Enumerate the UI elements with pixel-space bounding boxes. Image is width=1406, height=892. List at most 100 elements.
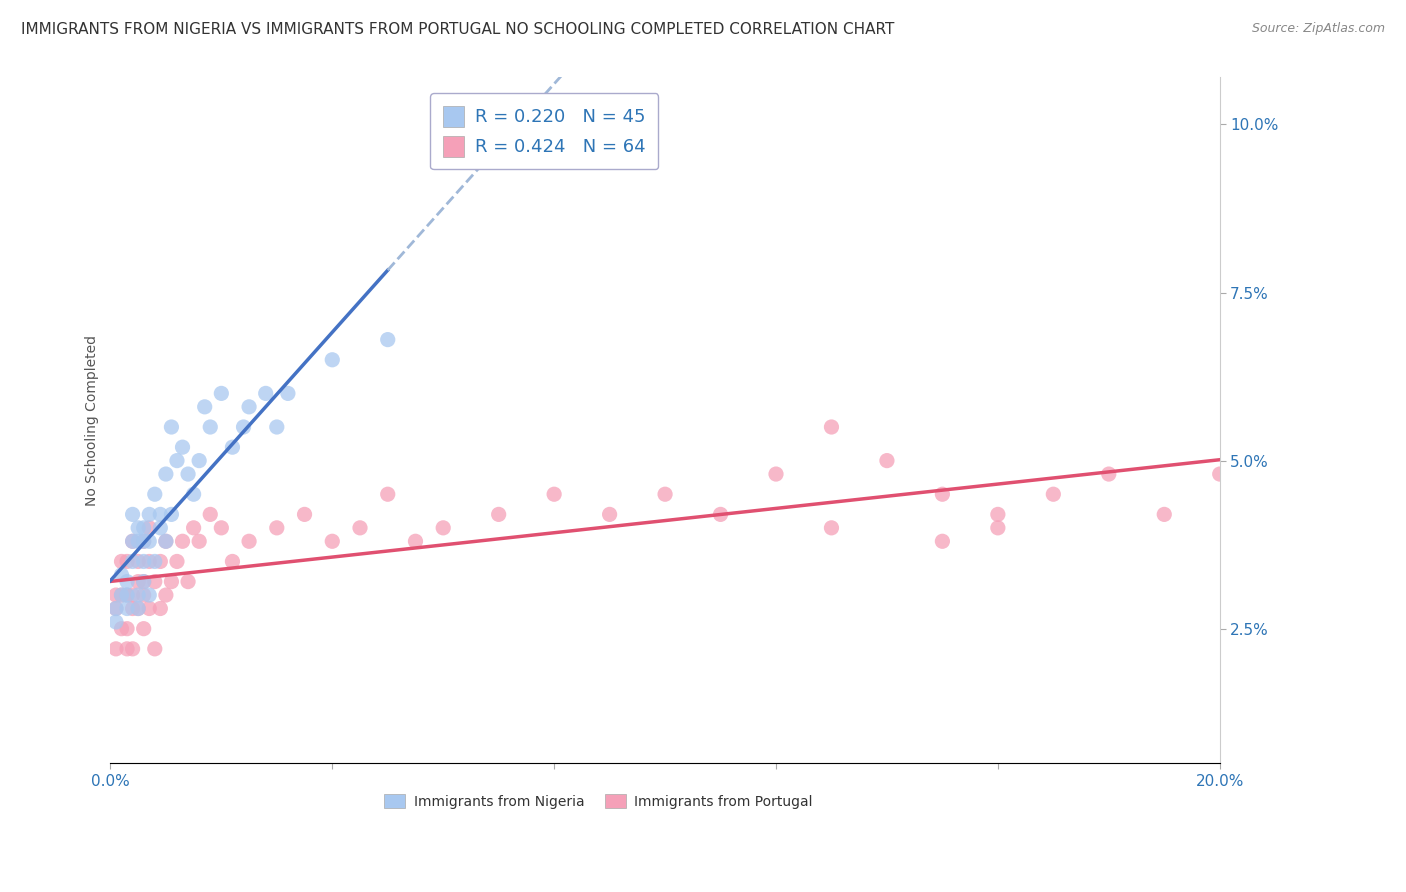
Point [121,588,143,602]
Point [277,386,299,401]
Point [110,588,132,602]
Point [132,554,155,568]
Y-axis label: No Schooling Completed: No Schooling Completed [86,334,100,506]
Point [294,508,316,522]
Point [160,420,183,434]
Point [200,420,222,434]
Point [194,400,217,414]
Point [127,588,149,602]
Point [543,487,565,501]
Point [110,568,132,582]
Point [143,641,166,656]
Point [432,521,454,535]
Point [132,574,155,589]
Point [127,521,149,535]
Point [1153,508,1175,522]
Point [121,554,143,568]
Point [115,601,138,615]
Point [132,521,155,535]
Point [987,521,1010,535]
Point [121,508,143,522]
Point [110,622,132,636]
Point [266,420,288,434]
Point [143,554,166,568]
Point [488,508,510,522]
Point [160,574,183,589]
Point [599,508,621,522]
Point [405,534,427,549]
Point [188,453,211,467]
Point [209,386,232,401]
Point [1209,467,1232,481]
Point [172,440,194,454]
Point [115,622,138,636]
Point [149,601,172,615]
Point [127,601,149,615]
Point [188,534,211,549]
Point [127,601,149,615]
Point [709,508,731,522]
Point [238,534,260,549]
Point [132,574,155,589]
Point [155,534,177,549]
Point [183,487,205,501]
Point [115,588,138,602]
Point [127,554,149,568]
Point [221,554,243,568]
Point [132,534,155,549]
Point [149,554,172,568]
Point [149,508,172,522]
Point [138,508,160,522]
Point [132,622,155,636]
Point [931,534,953,549]
Point [132,534,155,549]
Point [138,554,160,568]
Point [200,508,222,522]
Point [132,588,155,602]
Point [1042,487,1064,501]
Point [987,508,1010,522]
Point [143,574,166,589]
Legend: Immigrants from Nigeria, Immigrants from Portugal: Immigrants from Nigeria, Immigrants from… [378,789,818,814]
Point [115,588,138,602]
Point [143,487,166,501]
Point [104,588,127,602]
Point [104,615,127,629]
Point [209,521,232,535]
Point [110,588,132,602]
Point [377,333,399,347]
Point [138,601,160,615]
Point [155,588,177,602]
Point [221,440,243,454]
Point [321,534,343,549]
Point [121,534,143,549]
Point [238,400,260,414]
Point [765,467,787,481]
Point [104,641,127,656]
Point [115,574,138,589]
Point [232,420,254,434]
Point [160,508,183,522]
Point [115,641,138,656]
Point [155,467,177,481]
Point [121,534,143,549]
Point [183,521,205,535]
Point [177,467,200,481]
Point [166,554,188,568]
Point [377,487,399,501]
Point [138,521,160,535]
Point [127,534,149,549]
Point [321,352,343,367]
Point [876,453,898,467]
Point [349,521,371,535]
Point [172,534,194,549]
Point [138,534,160,549]
Point [177,574,200,589]
Text: Source: ZipAtlas.com: Source: ZipAtlas.com [1251,22,1385,36]
Text: IMMIGRANTS FROM NIGERIA VS IMMIGRANTS FROM PORTUGAL NO SCHOOLING COMPLETED CORRE: IMMIGRANTS FROM NIGERIA VS IMMIGRANTS FR… [21,22,894,37]
Point [127,574,149,589]
Point [155,534,177,549]
Point [820,420,842,434]
Point [149,521,172,535]
Point [254,386,277,401]
